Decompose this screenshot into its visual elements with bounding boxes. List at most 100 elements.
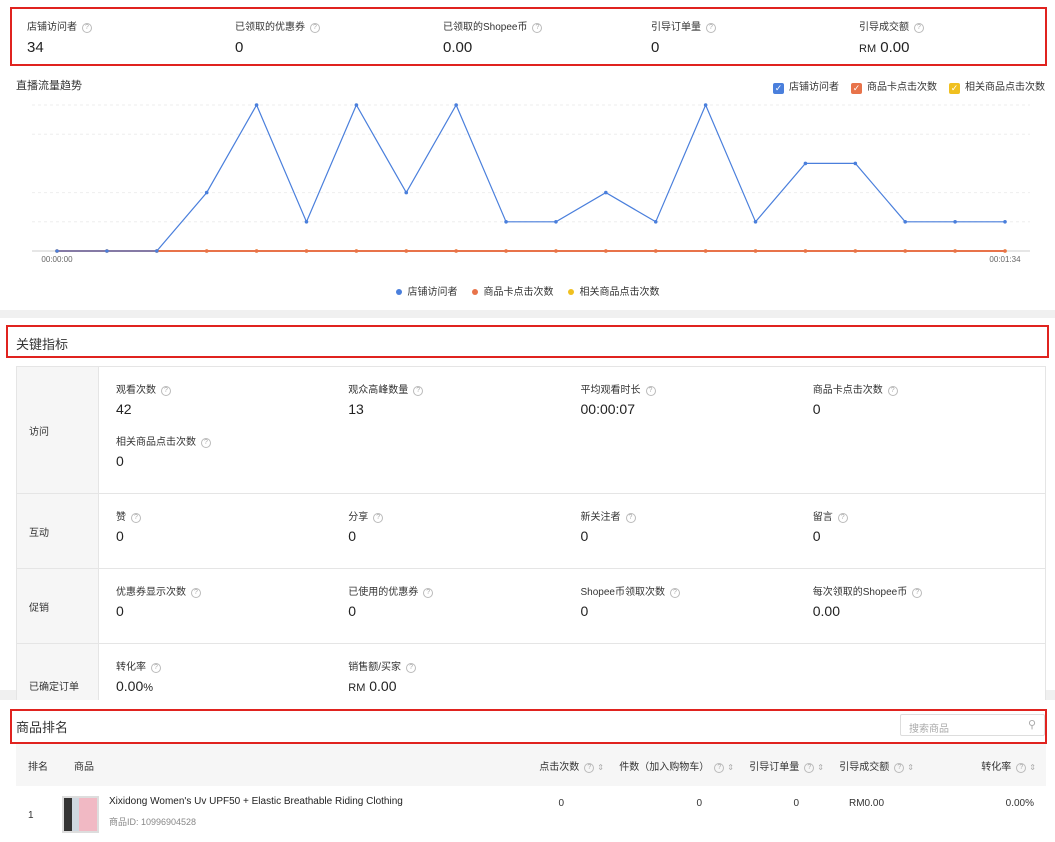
product-name[interactable]: Xixidong Women's Uv UPF50 + Elastic Brea… [109,796,403,807]
data-point[interactable] [554,220,558,224]
legend-checkbox-item[interactable]: ✓ 店铺访问者 [773,78,839,94]
help-icon[interactable]: ? [914,23,924,33]
help-icon[interactable]: ? [887,386,898,396]
product-thumbnail[interactable] [62,796,99,833]
metric-value: 0.00 [443,39,473,56]
help-icon[interactable]: ? [714,763,725,773]
orders: 0 [793,798,799,809]
metric-label: 已使用的优惠券 [348,587,419,598]
legend-checkbox-item[interactable]: ✓ 商品卡点击次数 [851,78,937,94]
help-icon[interactable]: ? [201,438,211,448]
search-products-input[interactable]: 搜索商品 ⚲ [900,714,1045,736]
help-icon[interactable]: ? [804,763,815,773]
column-header[interactable]: 点击次数? ⇕ [374,744,604,786]
metric-group-row: 访问 观看次数? 42 观众高峰数量? 13 平均观看时长? 00:00:07 商品卡点击次数… [17,367,1045,494]
help-icon[interactable]: ? [894,763,905,773]
data-point[interactable] [504,249,508,253]
data-point[interactable] [853,249,858,253]
checkbox-icon[interactable]: ✓ [949,83,960,94]
sort-icon[interactable]: ⇕ [727,763,734,772]
data-point[interactable] [204,190,209,195]
data-point[interactable] [703,103,708,107]
data-point[interactable] [454,103,458,107]
data-point[interactable] [803,161,808,166]
checkbox-icon[interactable]: ✓ [773,83,784,94]
unit-suffix: % [143,682,154,694]
metric-value: 34 [27,39,44,56]
column-header[interactable]: 转化率? ⇕ [914,744,1046,786]
help-icon[interactable]: ? [82,23,92,33]
column-header[interactable]: 件数（加入购物车）? ⇕ [604,744,734,786]
help-icon[interactable]: ? [669,588,680,598]
data-point[interactable] [604,249,608,253]
data-point[interactable] [1003,220,1007,224]
data-point[interactable] [853,161,858,166]
help-icon[interactable]: ? [584,763,595,773]
data-point[interactable] [703,249,708,253]
help-icon[interactable]: ? [191,588,201,598]
legend-item[interactable]: 相关商品点击次数 [567,283,660,298]
sort-icon[interactable]: ⇕ [817,763,824,772]
data-point[interactable] [154,249,159,253]
metric-cell: 平均观看时长? 00:00:07 [581,381,813,433]
data-point[interactable] [953,249,957,253]
legend-checkbox-item[interactable]: ✓ 相关商品点击次数 [949,78,1045,94]
help-icon[interactable]: ? [406,663,417,673]
data-point[interactable] [1003,249,1007,253]
data-point[interactable] [753,249,758,253]
metric-value: 0 [348,603,357,619]
data-point[interactable] [454,249,458,253]
data-point[interactable] [953,220,957,224]
help-icon[interactable]: ? [837,513,848,523]
help-icon[interactable]: ? [645,386,656,396]
column-header[interactable]: 引导订单量? ⇕ [734,744,824,786]
sales: RM0.00 [848,798,884,809]
help-icon[interactable]: ? [706,23,716,33]
data-point[interactable] [55,249,59,253]
data-point[interactable] [304,220,309,224]
data-point[interactable] [903,249,908,253]
table-row[interactable]: 1 Xixidong Women's Uv UPF50 + Elastic Bre… [16,786,1046,840]
help-icon[interactable]: ? [131,513,141,523]
help-icon[interactable]: ? [373,513,384,523]
sort-icon[interactable]: ⇕ [597,763,604,772]
help-icon[interactable]: ? [310,23,320,33]
legend-item[interactable]: 商品卡点击次数 [471,283,554,298]
column-label: 点击次数 [539,762,580,773]
checkbox-icon[interactable]: ✓ [851,83,862,94]
data-point[interactable] [254,103,259,107]
search-icon[interactable]: ⚲ [1027,719,1036,731]
help-icon[interactable]: ? [151,663,161,673]
data-point[interactable] [404,249,409,253]
data-point[interactable] [504,220,508,224]
sort-icon[interactable]: ⇕ [1029,763,1036,772]
data-point[interactable] [204,249,209,253]
top-metric: 引导订单量? 0 [651,18,716,56]
data-point[interactable] [604,190,608,195]
data-point[interactable] [803,249,808,253]
data-point[interactable] [753,220,758,224]
data-point[interactable] [903,220,908,224]
help-icon[interactable]: ? [912,588,923,598]
sort-icon[interactable]: ⇕ [907,763,914,772]
column-header[interactable]: 引导成交额? ⇕ [824,744,914,786]
metric-value: 0 [651,39,660,56]
help-icon[interactable]: ? [1016,763,1027,773]
help-icon[interactable]: ? [161,386,171,396]
help-icon[interactable]: ? [532,23,543,33]
data-point[interactable] [404,190,409,195]
data-point[interactable] [354,249,359,253]
data-point[interactable] [354,103,359,107]
help-icon[interactable]: ? [413,386,424,396]
data-point[interactable] [304,249,309,253]
data-point[interactable] [105,249,109,253]
metric-value: 13 [348,401,364,417]
legend-item[interactable]: 店铺访问者 [395,283,458,298]
currency-prefix: RM [859,43,877,55]
data-point[interactable] [554,249,558,253]
data-point[interactable] [653,249,658,253]
help-icon[interactable]: ? [423,588,434,598]
data-point[interactable] [653,220,658,224]
data-point[interactable] [254,249,259,253]
help-icon[interactable]: ? [625,513,636,523]
